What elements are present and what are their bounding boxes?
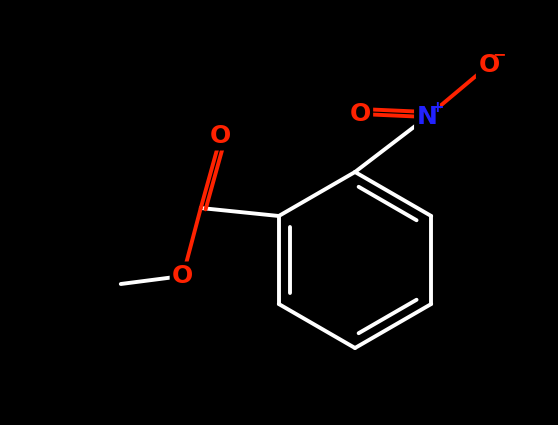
Text: N: N xyxy=(417,105,437,129)
Text: O: O xyxy=(172,264,194,288)
Text: O: O xyxy=(210,124,232,148)
Text: −: − xyxy=(492,48,506,62)
Text: +: + xyxy=(430,99,444,115)
Text: O: O xyxy=(478,53,499,77)
Text: O: O xyxy=(349,102,371,126)
